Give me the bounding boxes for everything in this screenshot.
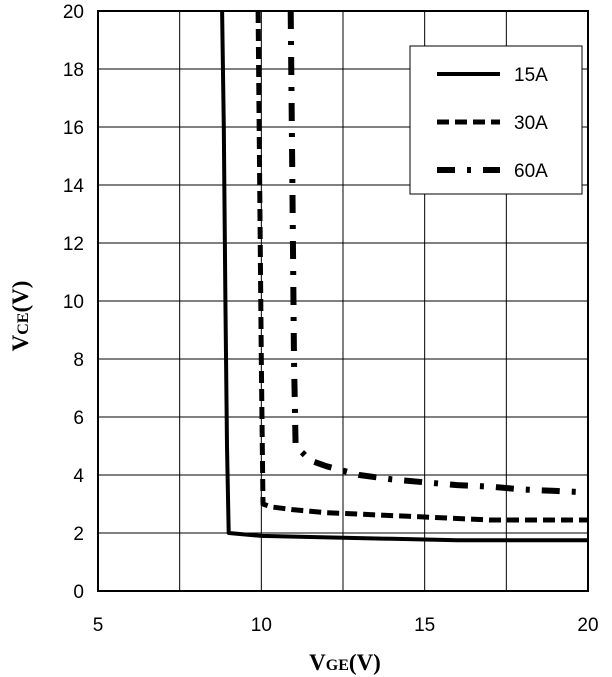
y-tick-labels: 0 2 4 6 8 10 12 14 16 18 20 bbox=[63, 2, 85, 603]
y-tick-label: 12 bbox=[63, 234, 84, 255]
x-axis-title: VGE(V) bbox=[309, 650, 381, 675]
y-tick-label: 8 bbox=[73, 350, 84, 371]
x-tick-label: 15 bbox=[414, 615, 435, 636]
y-tick-label: 14 bbox=[63, 176, 85, 197]
legend: 15A 30A 60A bbox=[409, 45, 583, 195]
y-tick-label: 6 bbox=[73, 408, 84, 429]
series-line-15a bbox=[220, 10, 588, 543]
y-axis-title: VCE(V) bbox=[8, 281, 33, 352]
plot-frame bbox=[97, 10, 589, 592]
series-group bbox=[220, 10, 589, 543]
series-line-60a bbox=[287, 10, 589, 496]
legend-label-60a: 60A bbox=[514, 161, 548, 182]
x-tick-labels: 5 10 15 20 bbox=[93, 615, 599, 636]
y-tick-label: 0 bbox=[73, 582, 84, 603]
y-tick-label: 20 bbox=[63, 2, 84, 23]
x-tick-label: 20 bbox=[577, 615, 598, 636]
y-tick-label: 16 bbox=[63, 118, 84, 139]
y-tick-label: 2 bbox=[73, 524, 84, 545]
y-tick-label: 4 bbox=[73, 466, 84, 487]
x-tick-label: 5 bbox=[93, 615, 104, 636]
y-tick-label: 10 bbox=[63, 292, 84, 313]
y-tick-label: 18 bbox=[63, 60, 84, 81]
legend-label-30a: 30A bbox=[514, 113, 548, 134]
x-tick-label: 10 bbox=[251, 615, 272, 636]
legend-label-15a: 15A bbox=[514, 65, 548, 86]
